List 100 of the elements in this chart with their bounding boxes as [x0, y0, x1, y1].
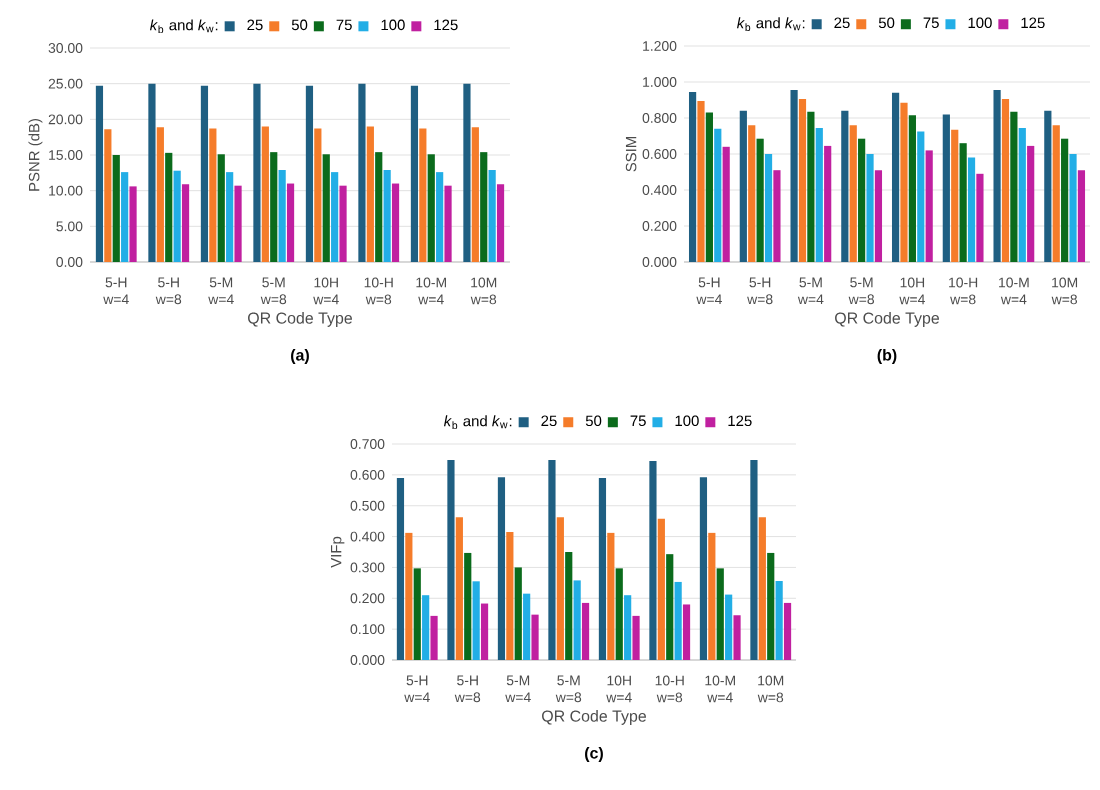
- bar: [1001, 99, 1010, 262]
- bar: [480, 603, 489, 660]
- bar: [339, 185, 347, 262]
- bar: [758, 517, 766, 660]
- bar: [891, 92, 900, 262]
- bar: [165, 152, 173, 262]
- bar: [866, 153, 874, 262]
- bar: [1069, 153, 1077, 262]
- bar: [405, 532, 413, 660]
- bar: [581, 602, 590, 660]
- bar: [506, 531, 514, 660]
- bar: [750, 460, 758, 660]
- bar: [480, 152, 488, 262]
- bar: [278, 169, 286, 262]
- bar: [1027, 145, 1035, 262]
- bar: [331, 172, 339, 262]
- bar: [874, 170, 883, 262]
- bar: [666, 554, 674, 660]
- bar: [391, 183, 400, 262]
- bar: [565, 552, 573, 660]
- bar: [488, 169, 496, 262]
- bar: [756, 138, 764, 262]
- bar: [716, 568, 724, 660]
- bar: [531, 614, 539, 660]
- bar: [841, 110, 849, 262]
- bar: [173, 170, 181, 262]
- bar: [358, 83, 366, 262]
- bar: [430, 615, 438, 660]
- bar: [447, 460, 455, 660]
- bar: [1077, 170, 1086, 262]
- bar: [286, 183, 295, 262]
- bar: [708, 532, 716, 660]
- bar: [632, 615, 640, 660]
- bar: [607, 532, 615, 660]
- bar: [410, 85, 419, 262]
- bar: [615, 568, 623, 660]
- bar: [496, 184, 505, 262]
- bar: [396, 477, 405, 660]
- bar: [773, 170, 781, 262]
- bar: [104, 129, 112, 262]
- bar: [959, 143, 967, 262]
- bar: [375, 152, 383, 262]
- bar: [121, 172, 129, 262]
- bar: [1061, 138, 1069, 262]
- bar: [253, 83, 261, 262]
- bar: [807, 111, 815, 262]
- bar: [764, 153, 773, 262]
- bar: [270, 152, 278, 262]
- bar: [95, 85, 104, 262]
- bar: [523, 593, 531, 660]
- bar: [714, 128, 722, 262]
- bar: [129, 186, 137, 262]
- bar: [1010, 111, 1018, 262]
- bar: [464, 552, 472, 660]
- bar: [849, 125, 857, 262]
- bar: [697, 100, 705, 262]
- bar: [148, 83, 156, 262]
- bar: [472, 581, 480, 660]
- bar: [463, 83, 471, 262]
- bar: [427, 154, 435, 262]
- bar: [573, 580, 581, 660]
- bar: [917, 131, 925, 262]
- bar: [226, 172, 234, 262]
- bar: [112, 154, 120, 262]
- bar: [234, 185, 242, 262]
- bar: [925, 150, 933, 262]
- bar: [748, 125, 756, 262]
- bar: [217, 154, 225, 262]
- bar: [682, 604, 691, 660]
- bar: [413, 568, 421, 660]
- bar: [514, 567, 522, 660]
- bar: [824, 145, 832, 262]
- bar: [624, 595, 632, 660]
- bar: [674, 581, 682, 660]
- bar: [722, 146, 730, 262]
- bar: [775, 581, 783, 660]
- bar: [181, 184, 190, 262]
- bar: [657, 518, 665, 660]
- bar: [783, 602, 792, 660]
- bar: [908, 115, 916, 262]
- bar: [798, 99, 807, 262]
- bar: [455, 517, 463, 660]
- bar: [322, 154, 330, 262]
- bar: [815, 127, 823, 262]
- bar: [942, 114, 950, 262]
- bar: [556, 517, 564, 660]
- bar: [1018, 127, 1026, 262]
- bar: [725, 594, 733, 660]
- bar: [967, 157, 976, 262]
- bar: [705, 112, 713, 262]
- bar: [858, 138, 866, 262]
- bar: [739, 110, 747, 262]
- bar: [366, 126, 374, 262]
- bar: [444, 185, 452, 262]
- bar: [951, 129, 959, 262]
- bar: [688, 91, 697, 262]
- bar: [900, 102, 908, 262]
- bar: [314, 128, 322, 262]
- bar: [993, 90, 1001, 262]
- bar: [471, 127, 479, 262]
